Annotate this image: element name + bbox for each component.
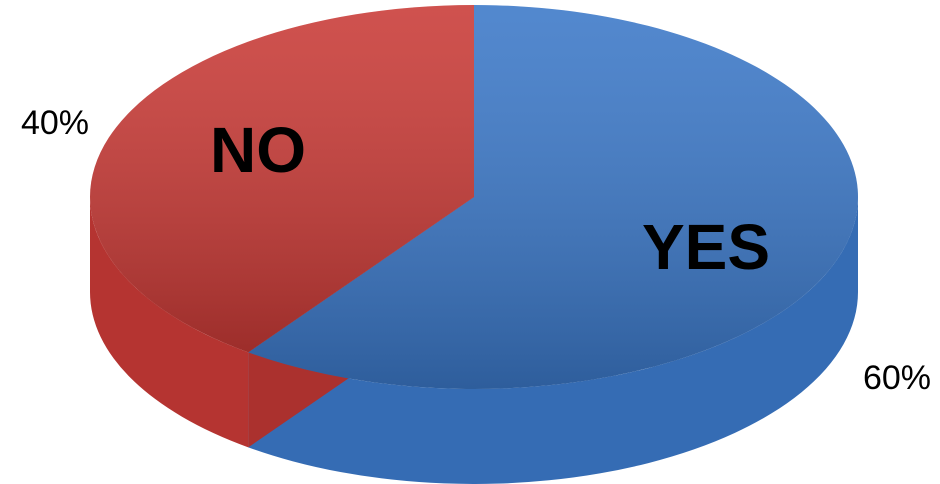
slice-side bbox=[248, 197, 858, 484]
value-label: 60% bbox=[863, 359, 931, 397]
value-label: 40% bbox=[21, 104, 89, 142]
category-label: YES bbox=[642, 211, 770, 283]
slice-side bbox=[90, 197, 249, 448]
slice-shade bbox=[89, 5, 474, 353]
category-label: NO bbox=[210, 114, 306, 186]
slice-shade bbox=[248, 5, 858, 390]
